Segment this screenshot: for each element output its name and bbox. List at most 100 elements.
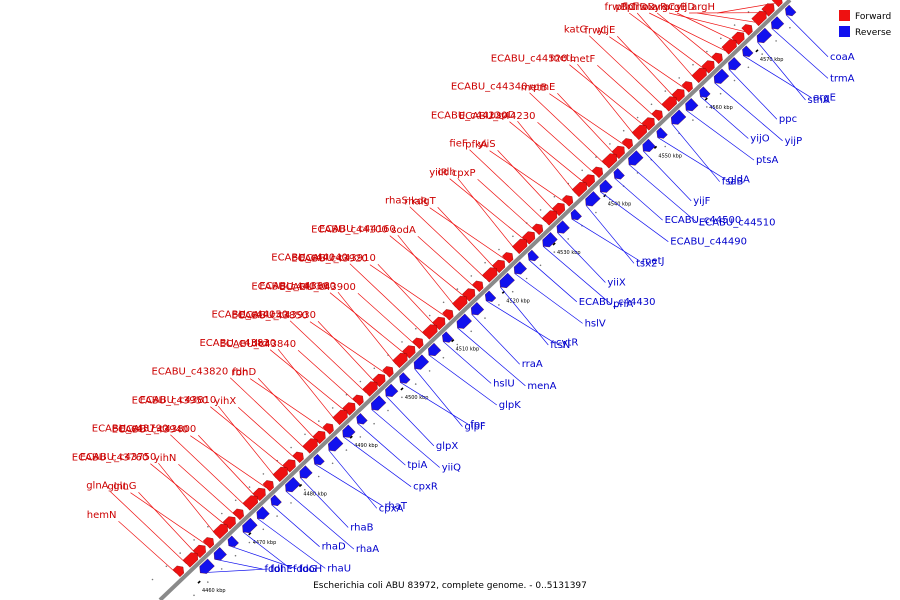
track-dot bbox=[442, 301, 445, 304]
track-dot bbox=[387, 409, 389, 412]
track-dot bbox=[512, 235, 514, 238]
track-dot bbox=[498, 248, 500, 251]
gene-arrow-reverse bbox=[656, 127, 668, 139]
gene-label-yijd: yijD bbox=[676, 2, 695, 13]
leader-line-forward bbox=[489, 150, 566, 203]
gene-label-ecabu-c43810: ECABU_c43810 bbox=[140, 395, 217, 406]
leader-line-forward bbox=[150, 463, 227, 526]
leader-line-forward bbox=[437, 206, 496, 270]
leader-line-reverse bbox=[571, 218, 640, 262]
track-dot bbox=[359, 380, 362, 383]
tick-label: 4570 kbp bbox=[760, 57, 784, 63]
gene-label-yihx: yihX bbox=[214, 396, 236, 407]
gene-arrow-reverse bbox=[399, 372, 411, 384]
tick-mark bbox=[451, 339, 455, 343]
gene-arrow-reverse bbox=[513, 261, 527, 275]
gene-label-hslv: hslV bbox=[585, 318, 606, 329]
gene-arrow-forward bbox=[641, 117, 655, 131]
tick-label: 4500 kbp bbox=[405, 395, 429, 401]
tick-mark bbox=[298, 483, 303, 488]
leader-line-reverse bbox=[442, 341, 492, 384]
gene-arrow-forward bbox=[661, 96, 677, 112]
track-dot bbox=[553, 195, 556, 198]
gene-arrow-forward bbox=[332, 409, 348, 426]
gene-label-argh: argH bbox=[691, 2, 715, 13]
gene-label-katg: katG bbox=[564, 25, 587, 36]
gene-arrow-forward bbox=[352, 394, 364, 407]
gene-arrow-reverse bbox=[470, 302, 485, 316]
gene-arrow-forward bbox=[372, 373, 386, 388]
leader-line-forward bbox=[170, 434, 247, 507]
leader-line-reverse bbox=[743, 55, 812, 98]
gene-arrow-forward bbox=[681, 81, 693, 93]
track-dot bbox=[234, 554, 237, 557]
gene-arrow-forward bbox=[462, 288, 476, 302]
gene-arrow-reverse bbox=[299, 465, 313, 479]
leader-line-forward bbox=[178, 463, 237, 517]
track-dot bbox=[428, 370, 431, 372]
gene-label-fdhd: fdhD bbox=[232, 367, 256, 378]
leader-line-reverse bbox=[357, 422, 406, 466]
leader-line-forward bbox=[357, 292, 417, 346]
gene-arrow-reverse bbox=[256, 506, 270, 520]
gene-arrow-forward bbox=[601, 153, 618, 169]
track-dot bbox=[595, 211, 597, 214]
gene-arrow-forward bbox=[452, 295, 468, 312]
gene-label-pfka: pfkA bbox=[465, 140, 488, 151]
track-dot bbox=[456, 288, 459, 290]
gene-label-yiir: yiiR bbox=[429, 168, 447, 179]
gene-arrow-forward bbox=[482, 267, 498, 283]
gene-arrow-reverse bbox=[242, 517, 258, 534]
gene-arrow-forward bbox=[212, 523, 228, 540]
track-dot bbox=[470, 330, 473, 333]
track-dot bbox=[193, 539, 195, 541]
gene-label-frwc: frwC bbox=[585, 26, 608, 37]
gene-arrow-reverse bbox=[542, 232, 558, 248]
gene-arrow-forward bbox=[442, 309, 454, 321]
gene-arrow-reverse bbox=[585, 191, 601, 207]
gene-label-cpxa: cpxA bbox=[379, 503, 404, 514]
leader-line-reverse bbox=[514, 273, 583, 324]
gene-label-ecabu-c43950: ECABU_c43950 bbox=[132, 396, 209, 407]
gene-label-coaa: coaA bbox=[830, 52, 855, 63]
gene-label-metl: metL bbox=[550, 53, 576, 64]
legend-forward-swatch bbox=[839, 10, 850, 21]
track-dot bbox=[345, 449, 348, 451]
gene-arrow-forward bbox=[292, 451, 304, 464]
genome-axis bbox=[158, 0, 792, 600]
axis-ticks: 4460 kbp 4470 kbp 4480 kbp 4490 kbp 4500 kbp… bbox=[197, 49, 784, 594]
leader-line-forward bbox=[697, 12, 756, 23]
leader-line-reverse bbox=[228, 545, 297, 570]
track-dot bbox=[747, 66, 750, 69]
track-dot bbox=[442, 356, 445, 359]
track-dot bbox=[401, 396, 403, 399]
gene-label-metj: metJ bbox=[642, 256, 665, 267]
leader-line-forward bbox=[557, 92, 616, 156]
gene-arrow-reverse bbox=[370, 395, 387, 411]
leader-line-reverse bbox=[242, 531, 292, 570]
gene-arrow-forward bbox=[232, 508, 244, 521]
leader-line-forward bbox=[349, 263, 427, 336]
gene-arrow-reverse bbox=[456, 313, 472, 329]
track-dot bbox=[636, 116, 639, 119]
gene-arrow-forward bbox=[522, 231, 536, 245]
gene-arrow-forward bbox=[711, 52, 723, 65]
tick-mark bbox=[704, 97, 708, 101]
leader-line-forward bbox=[477, 178, 536, 232]
leader-line-forward bbox=[389, 235, 467, 298]
gene-label-glda: gldA bbox=[728, 174, 750, 185]
leader-line-forward bbox=[118, 520, 177, 574]
leader-line-forward bbox=[569, 64, 646, 127]
gene-arrow-forward bbox=[731, 31, 745, 46]
track-dot bbox=[498, 304, 500, 306]
track-dot bbox=[484, 317, 486, 319]
tick-label: 4540 kbp bbox=[608, 202, 632, 208]
gene-arrow-reverse bbox=[556, 220, 570, 234]
leader-line-reverse bbox=[600, 191, 669, 242]
gene-label-ecabu-c44030: ECABU_c44030 bbox=[251, 282, 328, 293]
leader-line-forward bbox=[277, 348, 337, 422]
gene-arrow-reverse bbox=[756, 27, 773, 44]
track-dot bbox=[428, 314, 431, 317]
gene-arrow-reverse bbox=[713, 68, 730, 84]
